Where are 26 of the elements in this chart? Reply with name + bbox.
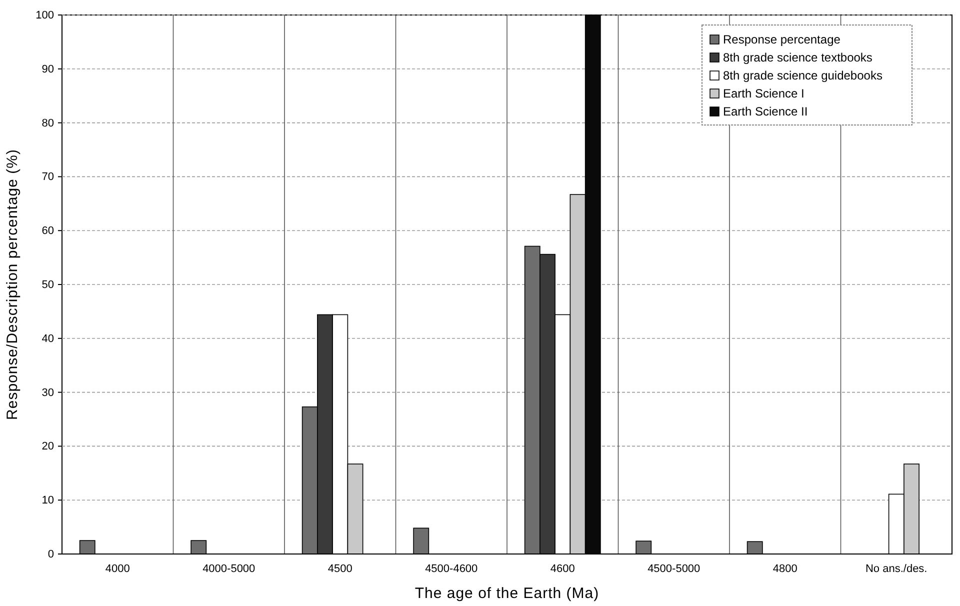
legend-label: Earth Science II xyxy=(723,104,808,118)
y-tick-label: 40 xyxy=(42,332,54,345)
x-tick-label: 4500-4600 xyxy=(425,563,478,575)
x-tick-label: 4000-5000 xyxy=(202,563,256,575)
y-tick-label: 30 xyxy=(42,386,54,399)
x-tick-label: No ans./des. xyxy=(865,563,928,575)
y-tick-label: 70 xyxy=(42,171,54,184)
x-tick-label: 4500 xyxy=(328,563,352,575)
x-tick-label: 4600 xyxy=(550,563,575,575)
x-axis-title: The age of the Earth (Ma) xyxy=(414,585,600,602)
x-tick-label: 4800 xyxy=(772,563,798,575)
y-tick-label: 20 xyxy=(42,440,54,453)
y-tick-label: 90 xyxy=(42,63,54,76)
y-tick-label: 80 xyxy=(42,117,54,130)
legend-label: 8th grade science textbooks xyxy=(723,50,872,64)
y-tick-label: 100 xyxy=(36,10,54,22)
x-tick-label: 4000 xyxy=(105,563,130,575)
y-tick-label: 50 xyxy=(42,279,54,292)
legend-label: Response percentage xyxy=(723,32,841,46)
y-tick-label: 60 xyxy=(42,225,54,238)
y-axis-title: Response/Description percentage (%) xyxy=(4,149,21,420)
y-tick-label: 10 xyxy=(42,494,54,507)
legend-label: Earth Science I xyxy=(723,86,804,100)
x-tick-label: 4500-5000 xyxy=(648,563,700,575)
legend-label: 8th grade science guidebooks xyxy=(723,68,882,82)
y-tick-label: 0 xyxy=(48,548,54,561)
